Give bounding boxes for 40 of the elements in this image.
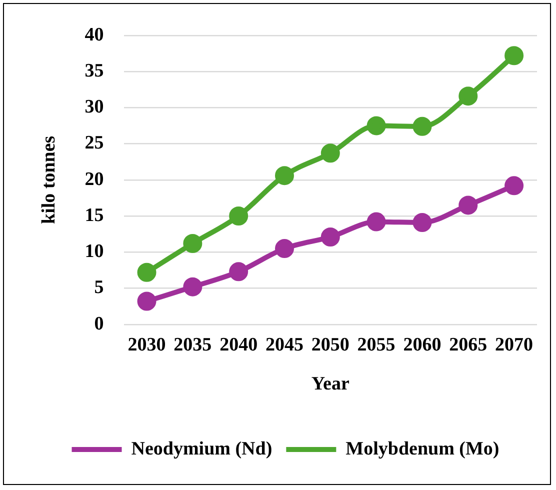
point (137, 262, 156, 282)
point (183, 277, 202, 296)
x-tick-label: 2035 (174, 334, 212, 356)
x-tick-label: 2060 (403, 334, 442, 356)
x-tick-label: 2040 (220, 334, 258, 356)
y-tick-label: 25 (84, 132, 104, 154)
point (229, 262, 248, 282)
point (366, 116, 386, 136)
point (504, 176, 524, 196)
x-tick-label: 2030 (128, 334, 166, 356)
point (137, 292, 156, 311)
legend-label: Neodymium (Nd) (131, 438, 272, 460)
y-tick-label: 35 (84, 60, 104, 82)
x-tick-label: 2070 (495, 334, 534, 356)
y-tick-label: 20 (84, 168, 104, 190)
point (274, 166, 294, 186)
y-tick-label: 0 (94, 313, 104, 334)
y-tick-label: 30 (84, 96, 104, 118)
point (320, 144, 340, 163)
point (183, 234, 202, 253)
point (504, 46, 524, 66)
y-tick-label: 5 (94, 277, 104, 298)
point (229, 206, 248, 226)
y-tick-label: 10 (84, 241, 104, 262)
point (366, 212, 386, 232)
x-axis-title: Year (311, 374, 350, 395)
y-tick-label: 15 (84, 204, 104, 226)
point (412, 116, 432, 136)
point (458, 196, 478, 215)
point (412, 213, 432, 232)
point (320, 227, 340, 246)
point (458, 86, 478, 106)
x-tick-label: 2050 (311, 334, 350, 356)
x-tick-label: 2065 (449, 334, 488, 356)
legend-label: Molybdenum (Mo) (346, 438, 500, 460)
x-tick-label: 2055 (357, 334, 396, 356)
point (274, 239, 294, 258)
y-axis-title: kilo tonnes (38, 136, 60, 224)
x-tick-label: 2045 (265, 334, 304, 356)
y-tick-label: 40 (84, 24, 104, 46)
